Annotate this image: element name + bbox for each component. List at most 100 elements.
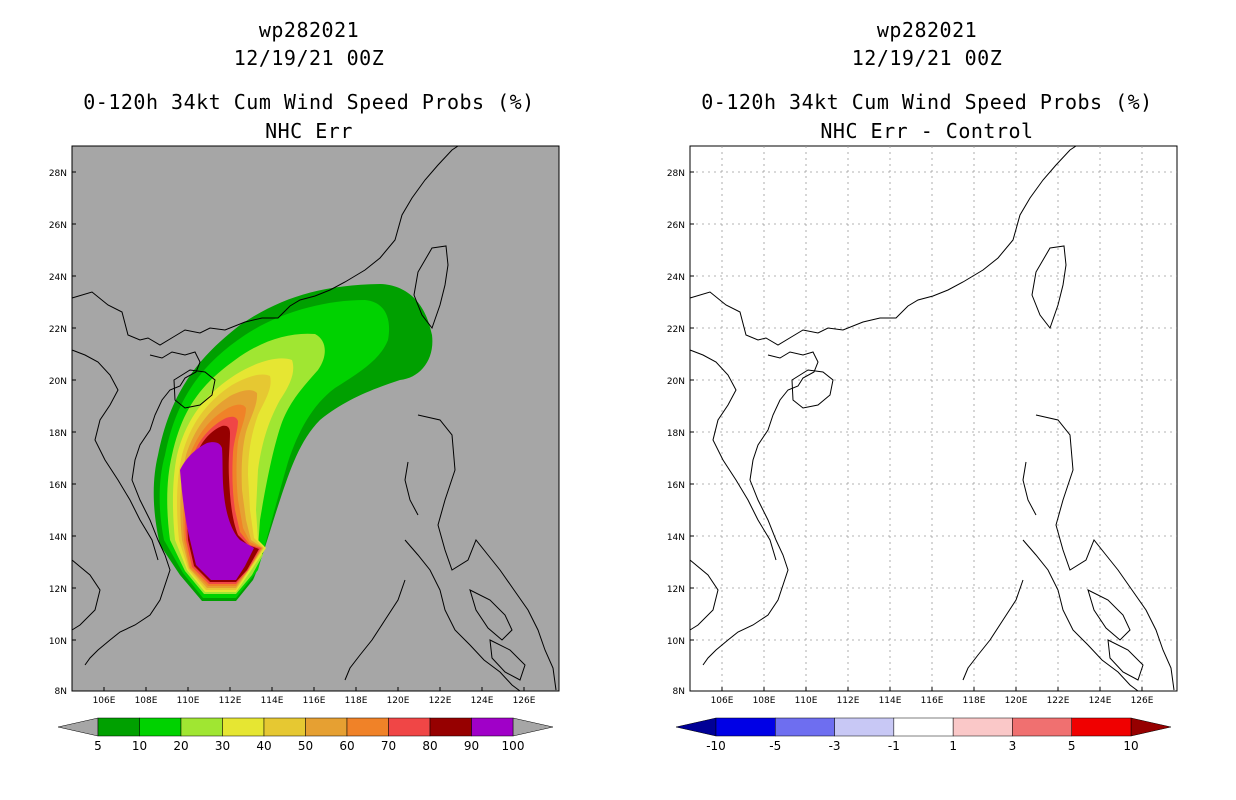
storm-id: wp282021 [258,18,360,42]
lat-label: 20N [49,377,67,387]
axis-ticks [690,171,1143,691]
colorbar-label: 3 [1009,739,1017,753]
plot-subtitle: NHC Err [265,119,353,143]
lat-label: 12N [667,585,685,595]
colorbar-label: 10 [132,739,147,753]
colorbar-swatch [715,717,776,737]
lat-label: 24N [667,273,685,283]
lat-label: 10N [667,637,685,647]
colorbar-swatch [263,717,306,737]
map-frame [689,145,1178,692]
plot-subtitle: NHC Err - Control [820,119,1034,143]
coastlines [689,145,1175,692]
lon-label: 112E [219,696,242,706]
lon-label: 108E [753,696,776,706]
colorbar-label: -3 [829,739,841,753]
probability-shading [153,284,433,601]
colorbar-swatch [471,717,514,737]
lon-label: 122E [1047,696,1070,706]
colorbar-swatch [775,717,835,737]
colorbar-end-right [512,717,554,737]
lat-label: 22N [49,325,67,335]
lat-label: 18N [667,429,685,439]
lat-label: 14N [49,533,67,543]
colorbar-swatch [388,717,431,737]
colorbar-swatch [180,717,223,737]
right-panel: wp282021 12/19/21 00Z 0-120h 34kt Cum Wi… [618,0,1236,800]
colorbar-label: 40 [256,739,271,753]
lat-label: 8N [55,687,67,697]
colorbar-label: 80 [422,739,437,753]
colorbar-label: 5 [94,739,102,753]
lon-label: 118E [963,696,986,706]
lon-label: 120E [1005,696,1028,706]
lat-label: 28N [49,169,67,179]
lon-label: 106E [93,696,116,706]
colorbar: 5 10 20 30 40 50 60 70 80 90 100 [57,717,554,753]
gridlines [690,146,1177,691]
datetime: 12/19/21 00Z [233,46,385,70]
lon-label: 126E [513,696,536,706]
colorbar-swatch [97,717,140,737]
lon-label: 124E [471,696,494,706]
colorbar-swatch [1012,717,1072,737]
colorbar-swatch [346,717,389,737]
colorbar-label: 70 [381,739,396,753]
lon-label: 114E [261,696,284,706]
colorbar-label: -1 [888,739,900,753]
lon-label: 116E [921,696,944,706]
colorbar-label: 5 [1068,739,1076,753]
lat-label: 12N [49,585,67,595]
lat-label: 18N [49,429,67,439]
lat-labels: 28N 26N 24N 22N 20N 18N 16N 14N 12N 10N … [49,169,67,697]
lon-labels: 106E 108E 110E 112E 114E 116E 118E 120E … [711,696,1154,706]
colorbar-label: 1 [949,739,957,753]
lat-label: 26N [49,221,67,231]
colorbar-label: 30 [215,739,230,753]
colorbar-end-left [675,717,717,737]
colorbar-swatch [834,717,895,737]
colorbar-swatch [222,717,265,737]
lat-label: 16N [49,481,67,491]
lon-label: 120E [387,696,410,706]
lat-label: 14N [667,533,685,543]
axis-ticks [72,171,525,691]
lat-label: 20N [667,377,685,387]
colorbar-swatch [1071,717,1132,737]
colorbar-swatch [305,717,348,737]
lon-label: 116E [303,696,326,706]
left-map: 28N 26N 24N 22N 20N 18N 16N 14N 12N 10N … [49,145,560,753]
colorbar-swatch [429,717,472,737]
colorbar-end-right [1130,717,1172,737]
lon-label: 112E [837,696,860,706]
prob-band-90 [180,442,254,580]
datetime: 12/19/21 00Z [851,46,1003,70]
colorbar-swatch [893,717,954,737]
colorbar-swatch [952,717,1013,737]
plot-title: 0-120h 34kt Cum Wind Speed Probs (%) [701,90,1153,114]
lat-label: 22N [667,325,685,335]
lat-label: 28N [667,169,685,179]
lon-label: 122E [429,696,452,706]
colorbar-label: 20 [173,739,188,753]
colorbar-label: 50 [298,739,313,753]
lon-labels: 106E 108E 110E 112E 114E 116E 118E 120E … [93,696,536,706]
colorbar-label: 90 [464,739,479,753]
colorbar: -10 -5 -3 -1 1 3 5 10 [675,717,1172,753]
lat-label: 8N [673,687,685,697]
lon-label: 106E [711,696,734,706]
lat-labels: 28N 26N 24N 22N 20N 18N 16N 14N 12N 10N … [667,169,685,697]
lon-label: 118E [345,696,368,706]
colorbar-label: 60 [339,739,354,753]
plot-title: 0-120h 34kt Cum Wind Speed Probs (%) [83,90,535,114]
lon-label: 114E [879,696,902,706]
colorbar-end-left [57,717,99,737]
colorbar-label: -10 [706,739,726,753]
colorbar-swatch [139,717,182,737]
coastlines [71,145,557,692]
lat-label: 16N [667,481,685,491]
lat-label: 10N [49,637,67,647]
lon-label: 126E [1131,696,1154,706]
colorbar-label: -5 [769,739,781,753]
right-map: 28N 26N 24N 22N 20N 18N 16N 14N 12N 10N … [667,145,1178,753]
